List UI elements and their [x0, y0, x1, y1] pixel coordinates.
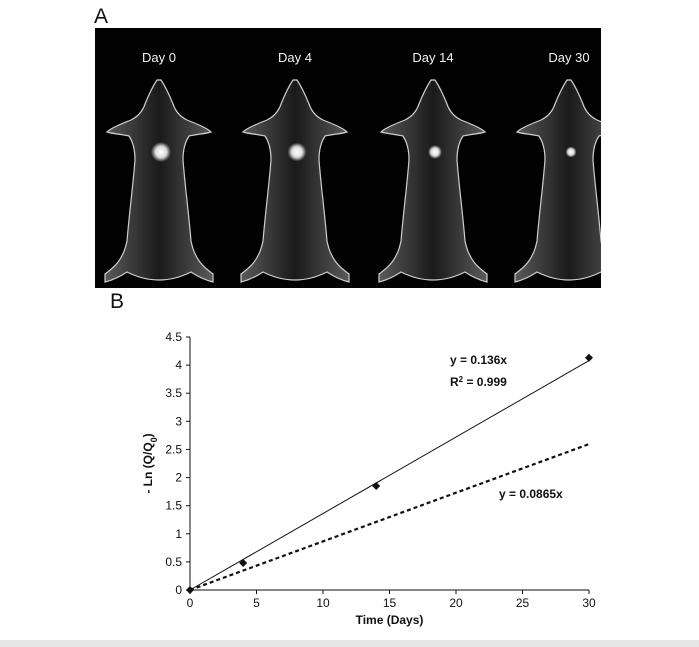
data-point: [239, 559, 248, 568]
data-point: [372, 481, 381, 490]
y-tick-label: 0.5: [165, 555, 182, 569]
x-tick-label: 25: [516, 596, 530, 610]
x-tick-label: 10: [316, 596, 330, 610]
day-label-4: Day 4: [278, 50, 312, 65]
data-point: [186, 586, 194, 594]
bottom-bar: [0, 640, 699, 647]
y-tick-label: 0: [175, 583, 182, 597]
y-tick-label: 1: [175, 527, 182, 541]
y-tick-label: 3: [175, 414, 182, 428]
x-tick-label: 20: [449, 596, 463, 610]
imaging-panel: Day 0 Day 4 Day 14 Day 30: [95, 28, 601, 288]
day-label-30: Day 30: [548, 50, 590, 65]
trendline-solid: [189, 360, 590, 591]
panel-b-label: B: [110, 290, 125, 313]
x-tick-label: 5: [253, 596, 260, 610]
equation-dashed: y = 0.0865x: [499, 487, 563, 501]
panel-a-label: A: [94, 5, 109, 28]
equation-solid: y = 0.136x: [450, 353, 507, 367]
fluorescence-spot: [151, 142, 171, 162]
r-squared-label: R2 = 0.999: [450, 375, 507, 390]
y-tick-label: 2: [175, 471, 182, 485]
x-tick-label: 15: [383, 596, 397, 610]
y-axis-title: - Ln (Q/Q0): [141, 433, 159, 493]
y-tick-label: 4.5: [165, 330, 182, 344]
y-tick-label: 3.5: [165, 386, 182, 400]
day-label-14: Day 14: [412, 50, 454, 65]
y-tick-label: 1.5: [165, 499, 182, 513]
y-tick-label: 4: [175, 358, 182, 372]
x-axis-title: Time (Days): [356, 613, 424, 627]
day-label-0: Day 0: [142, 50, 176, 65]
fluorescence-spot: [428, 145, 442, 159]
fluorescence-spot: [565, 146, 577, 158]
x-tick-label: 0: [187, 596, 194, 610]
y-tick-label: 2.5: [165, 442, 182, 456]
data-point: [585, 353, 593, 362]
x-tick-label: 30: [582, 596, 596, 610]
mouse-images: [104, 79, 601, 283]
fluorescence-spot: [287, 142, 307, 162]
trendline-dashed: [189, 443, 590, 592]
